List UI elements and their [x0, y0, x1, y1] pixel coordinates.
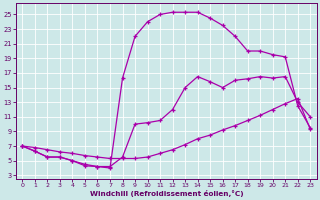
X-axis label: Windchill (Refroidissement éolien,°C): Windchill (Refroidissement éolien,°C) — [90, 190, 243, 197]
